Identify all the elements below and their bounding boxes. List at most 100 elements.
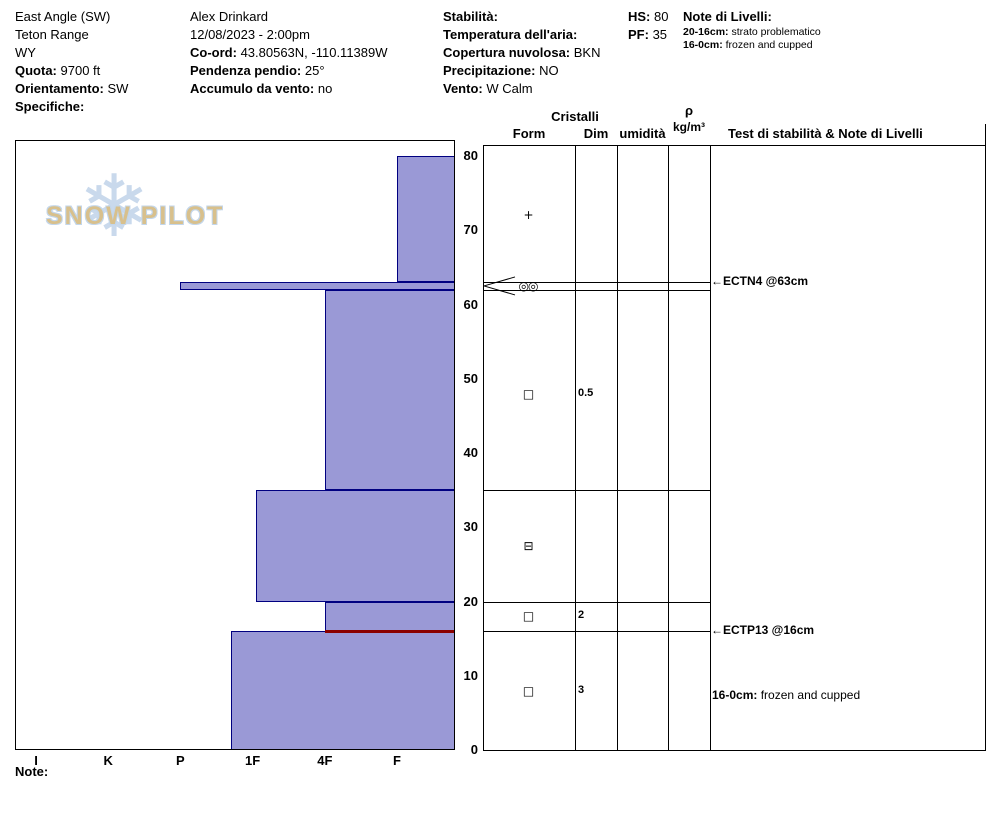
test-result-text: ECTN4 @63cm bbox=[723, 274, 809, 289]
depth-tick-label: 50 bbox=[463, 370, 478, 386]
layer-bar-63-62 bbox=[180, 282, 455, 290]
layer-note-item: 16-0cm: frozen and cupped bbox=[683, 39, 821, 52]
crystal-symbol: □ bbox=[522, 386, 534, 401]
layer-boundary-line bbox=[483, 490, 710, 492]
pf-value: 35 bbox=[652, 27, 668, 42]
sky-cover: Copertura nuvolosa: BKN bbox=[443, 44, 600, 62]
observer-info-block: Alex Drinkard 12/08/2023 - 2:00pm Co-ord… bbox=[190, 8, 388, 98]
panel-border-bottom bbox=[483, 750, 986, 751]
site-aspect: Orientamento: SW bbox=[15, 80, 128, 98]
layer-note-text: frozen and cupped bbox=[725, 39, 813, 51]
arrow-left-icon: ← bbox=[711, 274, 723, 289]
hardness-plot bbox=[15, 140, 455, 750]
snow-height: HS: 80 bbox=[628, 8, 668, 26]
hs-label: HS: bbox=[628, 9, 651, 24]
aspect-value: SW bbox=[107, 81, 129, 96]
tests-panel: ←ECTN4 @63cm ← ECTP13 @16cm 16-0cm: frozen … bbox=[710, 140, 985, 750]
site-elevation: Quota: 9700 ft bbox=[15, 62, 128, 80]
layer-note-label: 20-16cm: bbox=[683, 26, 729, 38]
coord-label: Co-ord: bbox=[190, 45, 237, 60]
elevation-label: Quota: bbox=[15, 63, 57, 78]
layer-notes-block: Note di Livelli: 20-16cm: strato problem… bbox=[683, 8, 821, 52]
depth-tick-label: 30 bbox=[463, 519, 478, 535]
col-header-form: Form bbox=[512, 126, 546, 141]
layer-bar-62-35 bbox=[324, 289, 455, 491]
precipitation: Precipitazione: NO bbox=[443, 62, 600, 80]
hardness-tick-label: K bbox=[103, 753, 113, 768]
conditions-block: Stabilità: Temperatura dell'aria: Copert… bbox=[443, 8, 600, 98]
observation-datetime: 12/08/2023 - 2:00pm bbox=[190, 27, 310, 42]
layer-boundary-line bbox=[483, 631, 710, 633]
sky-label: Copertura nuvolosa: bbox=[443, 45, 571, 60]
flagged-layer-line bbox=[324, 629, 455, 633]
layer-of-concern-marker bbox=[483, 276, 516, 296]
col-header-dim: Dim bbox=[583, 126, 609, 141]
layer-bar-20-16 bbox=[324, 601, 455, 632]
test-annotation: ←ECTN4 @63cm bbox=[711, 274, 808, 288]
layer-note-label: 16-0cm: bbox=[683, 39, 723, 51]
panel-divider-dim-humidity bbox=[617, 145, 618, 750]
layer-boundary-line bbox=[483, 282, 710, 284]
crystal-dim: 3 bbox=[578, 683, 585, 696]
layer-bar-35-20 bbox=[256, 490, 455, 602]
stability-label: Stabilità: bbox=[443, 9, 498, 24]
precip-label: Precipitazione: bbox=[443, 63, 536, 78]
panel-layer-note-text: frozen and cupped bbox=[760, 687, 861, 702]
footer-note-label: Note: bbox=[15, 764, 49, 779]
col-header-humidity: umidità bbox=[619, 126, 666, 141]
hardness-axis: I K P 1F 4F F bbox=[15, 753, 455, 769]
pf-label: PF: bbox=[628, 27, 649, 42]
site-specifics: Specifiche: bbox=[15, 98, 128, 116]
test-result-text: ECTP13 @16cm bbox=[723, 623, 815, 638]
crystal-dim: 2 bbox=[578, 609, 585, 622]
wind-loading-label: Accumulo da vento: bbox=[190, 81, 315, 96]
tests-panel-title: Test di stabilità & Note di Livelli bbox=[728, 126, 923, 141]
slope-value: 25° bbox=[304, 63, 325, 78]
depth-tick-label: 0 bbox=[470, 742, 478, 757]
crystal-symbol: □ bbox=[522, 683, 534, 698]
totals-block: HS: 80 PF: 35 bbox=[628, 8, 668, 44]
layer-bar-16-0 bbox=[230, 631, 455, 750]
wind-value: W Calm bbox=[486, 81, 533, 96]
hardness-tick-label: I bbox=[34, 753, 38, 768]
wind-label: Vento: bbox=[443, 81, 483, 96]
hardness-tick-label: P bbox=[176, 753, 185, 768]
layer-boundary-line bbox=[483, 289, 710, 291]
aspect-label: Orientamento: bbox=[15, 81, 104, 96]
crystal-symbol: + bbox=[523, 208, 533, 223]
site-info-block: East Angle (SW) Teton Range WY Quota: 97… bbox=[15, 8, 128, 116]
site-state: WY bbox=[15, 45, 36, 60]
depth-tick-label: 10 bbox=[463, 667, 478, 683]
specifics-label: Specifiche: bbox=[15, 99, 85, 114]
pit-foot: PF: 35 bbox=[628, 26, 668, 44]
sky-value: BKN bbox=[573, 45, 601, 60]
layer-boundary-line bbox=[483, 601, 710, 603]
depth-tick-label: 20 bbox=[463, 593, 478, 609]
depth-tick-label: 60 bbox=[463, 296, 478, 312]
depth-tick-label: 70 bbox=[463, 222, 478, 238]
crystal-symbol: ◎◎ bbox=[518, 278, 539, 293]
slope-angle: Pendenza pendio: 25° bbox=[190, 62, 388, 80]
layer-notes-title: Note di Livelli: bbox=[683, 9, 772, 24]
logo-text: SNOW PILOT bbox=[46, 202, 225, 230]
hardness-tick-label: 1F bbox=[245, 753, 261, 768]
crystal-dim: 0.5 bbox=[578, 386, 594, 399]
panel-border-right bbox=[985, 124, 986, 750]
panel-divider-form-dim bbox=[575, 145, 576, 750]
hardness-tick-label: F bbox=[393, 753, 401, 768]
site-name: East Angle (SW) bbox=[15, 9, 111, 24]
depth-axis: 80 70 60 50 40 30 20 10 0 bbox=[456, 140, 478, 757]
wind-loading-value: no bbox=[317, 81, 333, 96]
site-range: Teton Range bbox=[15, 27, 89, 42]
hardness-tick-label: 4F bbox=[317, 753, 333, 768]
panel-layer-note-label: 16-0cm: bbox=[712, 687, 761, 702]
crystal-symbol: □ bbox=[522, 609, 534, 624]
coord-value: 43.80563N, -110.11389W bbox=[240, 45, 388, 60]
panel-layer-note: 16-0cm: frozen and cupped bbox=[712, 688, 860, 702]
wind-loading: Accumulo da vento: no bbox=[190, 80, 388, 98]
layer-note-item: 20-16cm: strato problematico bbox=[683, 26, 821, 39]
hs-value: 80 bbox=[654, 9, 669, 24]
slope-label: Pendenza pendio: bbox=[190, 63, 302, 78]
air-temp-label: Temperatura dell'aria: bbox=[443, 27, 578, 42]
layer-bar-80-63 bbox=[397, 156, 455, 283]
